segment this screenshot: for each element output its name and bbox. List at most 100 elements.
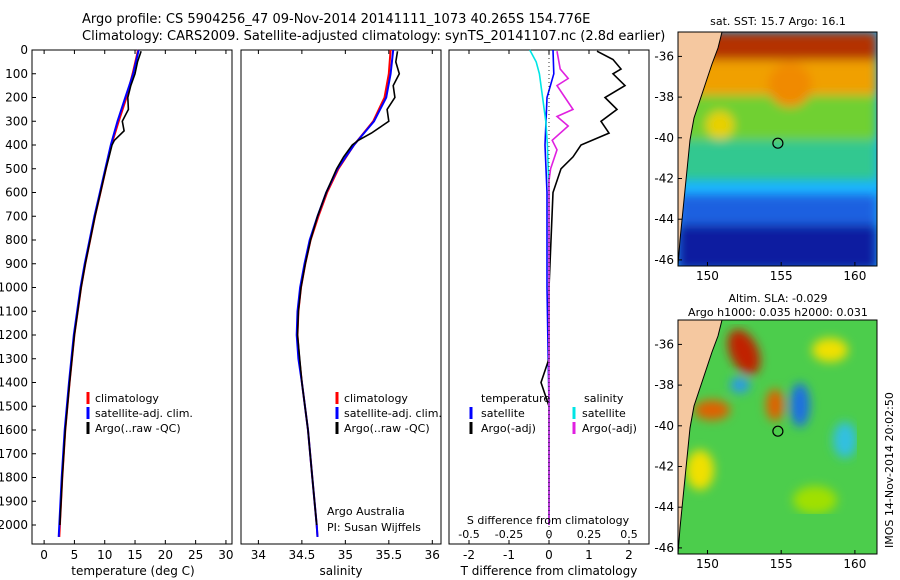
map-x-tick-label: 155 [770,557,793,571]
sla-eddy-negative-1 [790,383,810,427]
sst-band-coldest [678,225,877,266]
difference-top-xlabel: S difference from climatology [467,514,630,527]
legend-title-salinity: salinity [584,392,624,405]
salinity-panel: 34 34.5 35 35.5 36 salinity climatology sate… [240,49,442,578]
map-y-tick-label: -46 [654,541,674,555]
legend-label-argo: Argo(..raw -QC) [95,422,181,435]
x-tick-label: -2 [463,548,475,562]
sla-high-patch-3 [793,486,837,514]
x-tick-label: 36 [425,548,440,562]
y-tick-label: 1200 [0,328,28,342]
sla-map-title2: Argo h1000: 0.035 h2000: 0.031 [688,306,868,319]
temperature-axes-frame [31,49,233,545]
x-tick-label: 20 [158,548,173,562]
x-tick-label: 35.5 [375,548,402,562]
sla-map-frame [677,319,878,555]
series-line-argo-raw-qc- [296,51,401,526]
y-tick-label: 1900 [0,494,28,508]
legend-label-s-argo: Argo(-adj) [582,422,637,435]
sla-eddy-positive-1 [727,329,761,375]
x-tick-label: 30 [218,548,233,562]
series-line-argo-raw-qc- [59,50,142,526]
sst-map-frame [677,31,878,267]
difference-xlabel: T difference from climatology [460,564,638,578]
map-y-tick-label: -44 [654,212,674,226]
map-x-tick-label: 155 [770,269,793,283]
top-tick-label: 0.25 [577,528,602,541]
temperature-xlabel: temperature (deg C) [71,564,194,578]
top-tick-label: -0.5 [458,528,479,541]
y-tick-label: 2000 [0,518,28,532]
sla-map: Altim. SLA: -0.029 Argo h1000: 0.035 h20… [654,292,896,571]
y-tick-label: 500 [5,162,28,176]
map-y-tick-label: -46 [654,253,674,267]
sla-high-patch-2 [686,450,714,490]
sst-band-cold [678,195,877,225]
salinity-legend: climatology satellite-adj. clim. Argo(..… [335,392,442,435]
map-x-tick-label: 160 [843,269,866,283]
y-tick-label: 800 [5,233,28,247]
sst-warm-patch [706,111,734,139]
y-tick-label: 1700 [0,447,28,461]
sst-map-title: sat. SST: 15.7 Argo: 16.1 [710,15,846,28]
legend-title-temperature: temperature [481,392,550,405]
y-tick-label: 400 [5,138,28,152]
map-x-tick-label: 160 [843,557,866,571]
difference-panel: -2 -1 0 1 2 S difference from climatology -0… [448,49,650,578]
credit-line1: Argo Australia [327,505,405,518]
temperature-legend: climatology satellite-adj. clim. Argo(..… [86,392,193,435]
x-tick-label: 34 [251,548,266,562]
sla-eddy-negative-2 [730,377,750,393]
x-tick-label: 10 [97,548,112,562]
legend-label-satellite: satellite-adj. clim. [95,407,193,420]
x-tick-label: 0 [40,548,48,562]
salinity-xlabel: salinity [319,564,362,578]
header-line2: Climatology: CARS2009. Satellite-adjuste… [82,29,666,44]
map-y-tick-label: -40 [654,419,674,433]
sla-low-patch [833,422,857,458]
y-tick-label: 100 [5,67,28,81]
y-tick-label: 1600 [0,423,28,437]
temperature-panel: 0100200300400500600700800900100011001200… [0,43,234,578]
map-y-tick-label: -38 [654,378,674,392]
sla-high-patch [812,338,848,362]
legend-label-climatology: climatology [344,392,408,405]
legend-label-satellite: satellite-adj. clim. [344,407,442,420]
x-tick-label: 0 [545,548,553,562]
x-tick-label: 1 [585,548,593,562]
y-tick-label: 1300 [0,352,28,366]
difference-legend: temperature satellite Argo(-adj) salinit… [469,392,637,435]
sst-band-cool [678,140,877,180]
sla-eddy-positive-2 [694,400,730,420]
legend-label-s-satellite: satellite [582,407,626,420]
x-tick-label: 15 [127,548,142,562]
header-line1: Argo profile: CS 5904256_47 09-Nov-2014 … [82,12,591,27]
x-tick-label: 34.5 [289,548,316,562]
y-tick-label: 1000 [0,281,28,295]
map-y-tick-label: -42 [654,460,674,474]
sla-eddy-positive-3 [766,389,784,421]
y-tick-label: 1500 [0,399,28,413]
top-tick-label: -0.25 [495,528,523,541]
top-tick-label: 0.5 [620,528,638,541]
y-tick-label: 1800 [0,471,28,485]
y-tick-label: 200 [5,91,28,105]
legend-label-t-satellite: satellite [481,407,525,420]
map-y-tick-label: -44 [654,500,674,514]
map-y-tick-label: -38 [654,90,674,104]
map-y-tick-label: -36 [654,49,674,63]
salinity-axes-frame [240,49,442,545]
x-tick-label: -1 [503,548,515,562]
x-tick-label: 2 [625,548,633,562]
map-y-tick-label: -40 [654,131,674,145]
legend-label-argo: Argo(..raw -QC) [344,422,430,435]
sla-land-australia [678,320,723,554]
sst-map: sat. SST: 15.7 Argo: 16.1 150 155 160 -36 -3… [654,15,878,283]
credit-line2: PI: Susan Wijffels [327,521,421,534]
map-y-tick-label: -36 [654,337,674,351]
argo-location-marker [772,137,784,149]
sst-warm-eddy [768,63,812,107]
y-tick-label: 700 [5,209,28,223]
imos-timestamp: IMOS 14-Nov-2014 20:02:50 [883,392,896,548]
